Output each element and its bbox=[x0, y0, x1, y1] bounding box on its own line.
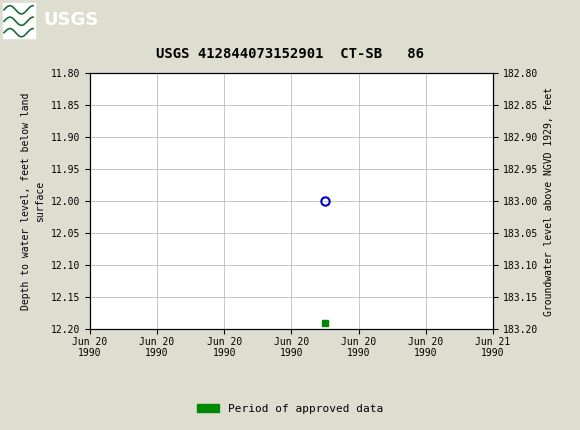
Y-axis label: Depth to water level, feet below land
surface: Depth to water level, feet below land su… bbox=[21, 92, 45, 310]
Bar bbox=[3, 3, 35, 37]
Text: USGS 412844073152901  CT-SB   86: USGS 412844073152901 CT-SB 86 bbox=[156, 47, 424, 61]
Legend: Period of approved data: Period of approved data bbox=[193, 399, 387, 418]
Y-axis label: Groundwater level above NGVD 1929, feet: Groundwater level above NGVD 1929, feet bbox=[543, 86, 553, 316]
Text: USGS: USGS bbox=[44, 12, 99, 29]
